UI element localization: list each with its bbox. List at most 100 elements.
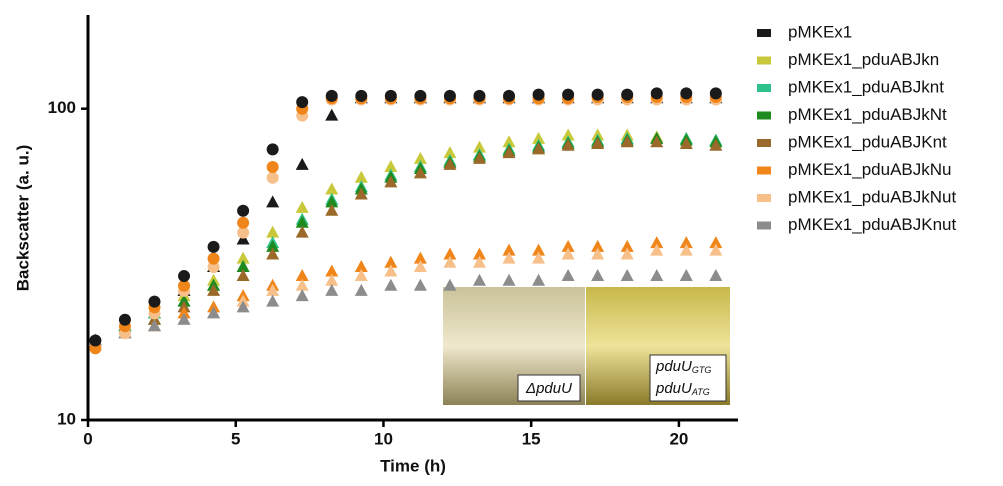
data-point (237, 216, 250, 229)
data-point (650, 236, 664, 249)
x-tick-label: 0 (83, 429, 92, 448)
data-point (295, 289, 309, 302)
data-point (178, 279, 191, 292)
data-point (679, 137, 693, 150)
legend-label: pMKEx1_pduABJkNut (788, 187, 956, 206)
data-point (709, 236, 723, 249)
x-axis-label: Time (h) (380, 456, 446, 475)
data-point (384, 255, 398, 268)
data-point (650, 269, 664, 282)
data-point (650, 243, 664, 256)
data-point (620, 135, 634, 148)
legend-swatch (757, 84, 771, 92)
label-box (649, 354, 727, 402)
data-point (177, 312, 191, 325)
x-tick-label: 15 (522, 429, 541, 448)
legend-label: pMKEx1_pduABJKnt (788, 132, 947, 151)
data-point (532, 251, 546, 264)
data-point (413, 251, 427, 264)
data-point (354, 260, 368, 273)
data-point (236, 260, 250, 273)
data-point (266, 247, 280, 260)
data-point (679, 243, 693, 256)
data-point (502, 273, 516, 286)
data-point (650, 135, 664, 148)
data-point (562, 88, 575, 101)
data-point (532, 273, 546, 286)
data-point (266, 195, 280, 208)
data-point (266, 143, 279, 156)
data-point (472, 273, 486, 286)
data-point (472, 140, 486, 153)
data-point (178, 270, 191, 283)
data-point (177, 306, 191, 319)
data-point (207, 252, 220, 265)
data-point (502, 146, 516, 159)
data-point (591, 247, 605, 260)
legend-swatch (757, 221, 771, 230)
data-point (295, 200, 309, 213)
data-point (561, 138, 575, 151)
inset-label: pduU (655, 358, 692, 375)
data-point (354, 170, 368, 183)
data-point (148, 295, 161, 308)
data-point (532, 131, 546, 144)
data-point (354, 283, 368, 296)
data-point (384, 264, 398, 277)
data-point (295, 225, 309, 238)
data-point (207, 261, 220, 274)
data-point (295, 269, 309, 282)
inset-subscript: GTG (692, 365, 712, 375)
data-point (325, 195, 339, 208)
legend-swatch (757, 194, 771, 202)
inset-label: pduUGTG (655, 358, 711, 375)
data-point (591, 269, 605, 282)
data-point (709, 138, 723, 151)
data-point (413, 278, 427, 291)
x-tick-label: 5 (231, 429, 240, 448)
data-point (503, 89, 516, 102)
data-point (296, 96, 309, 109)
inset-label: ΔpduU (525, 380, 572, 397)
data-point (266, 283, 280, 296)
label-box (517, 374, 581, 402)
inset-subscript: ATG (691, 387, 710, 397)
data-point (443, 255, 457, 268)
data-point (502, 251, 516, 264)
legend-label: pMKEx1 (788, 22, 852, 41)
data-point (384, 175, 398, 188)
data-point (266, 171, 279, 184)
data-point (295, 215, 309, 228)
legend-swatch (757, 29, 771, 37)
data-point (620, 247, 634, 260)
data-point (266, 160, 279, 173)
legend-label: pMKEx1_pduABJkNt (788, 105, 947, 124)
data-point (443, 157, 457, 170)
data-point (236, 300, 250, 313)
data-point (472, 247, 486, 260)
y-axis-label: Backscatter (a. u.) (13, 145, 32, 291)
legend-label: pMKEx1_pduABJkn (788, 50, 939, 69)
data-point (413, 166, 427, 179)
data-point (354, 269, 368, 282)
data-point (532, 142, 546, 155)
data-point (621, 88, 634, 101)
data-point (561, 239, 575, 252)
y-tick-label: 10 (57, 409, 76, 428)
data-point (384, 159, 398, 172)
data-point (413, 260, 427, 273)
data-point (266, 239, 280, 252)
data-point (473, 89, 486, 102)
data-point (443, 247, 457, 260)
data-point (472, 255, 486, 268)
legend-label: pMKEx1_pduABJknt (788, 77, 944, 96)
inset-label: pduUATG (655, 380, 710, 397)
data-point (236, 269, 250, 282)
data-point (325, 182, 339, 195)
data-point (709, 87, 722, 100)
data-point (709, 243, 723, 256)
data-point (532, 88, 545, 101)
data-point (325, 273, 339, 286)
data-point (237, 204, 250, 217)
